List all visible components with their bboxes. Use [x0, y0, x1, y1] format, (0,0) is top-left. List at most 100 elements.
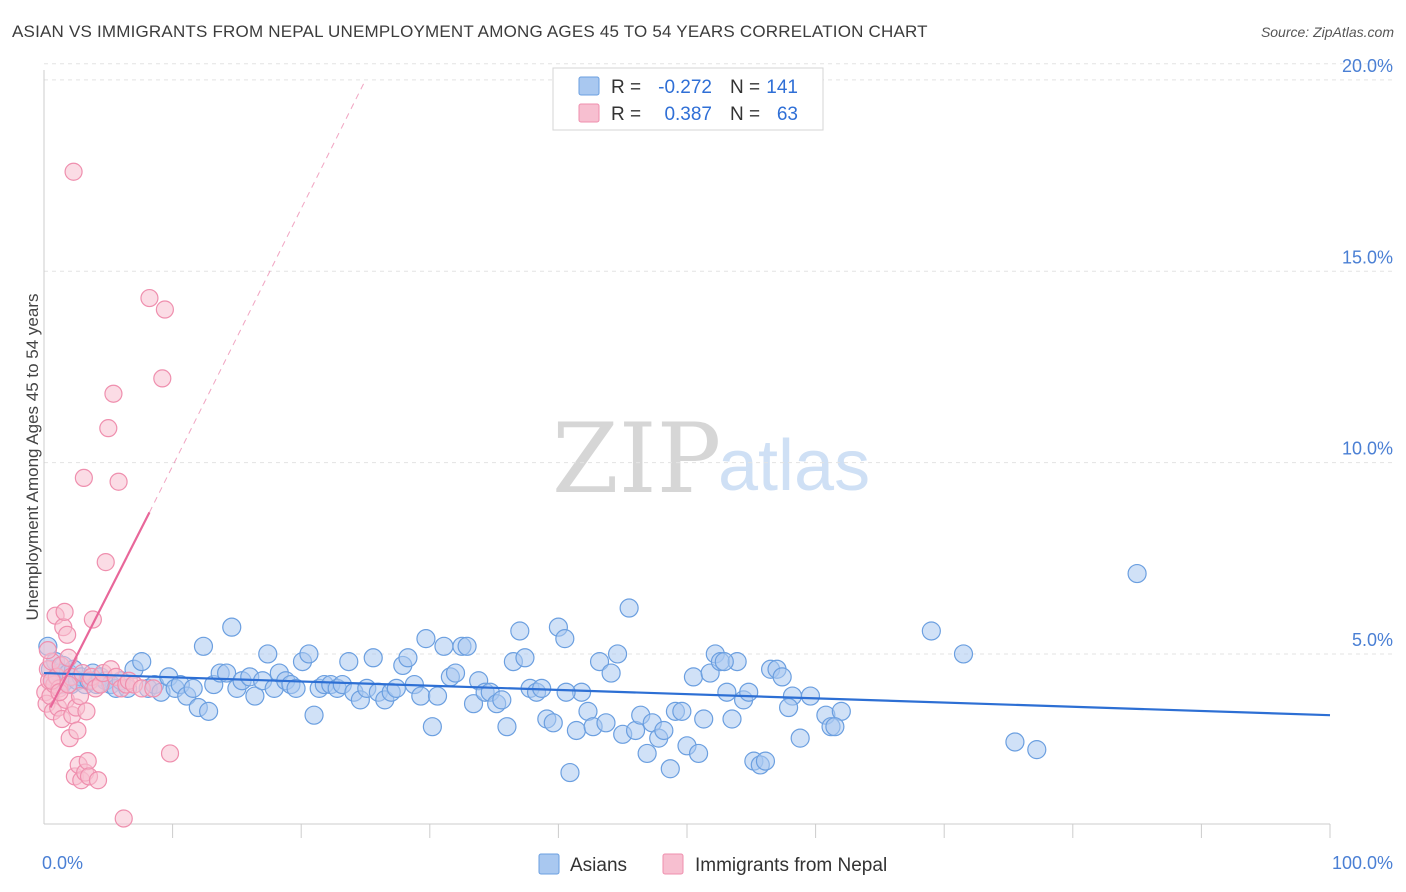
bottom-legend-swatch-nepal — [662, 853, 684, 875]
point-asians — [510, 621, 530, 641]
legend-r-value-asians: -0.272 — [658, 77, 712, 98]
point-asians — [245, 686, 265, 706]
bottom-legend-swatch-asians — [538, 853, 560, 875]
point-asians — [416, 629, 436, 649]
series-asians — [38, 563, 1147, 783]
point-nepal — [99, 419, 118, 438]
point-asians — [183, 678, 203, 698]
watermark-atlas: atlas — [718, 426, 870, 506]
point-asians — [445, 663, 466, 683]
point-asians — [688, 743, 709, 764]
point-asians — [953, 644, 974, 664]
point-asians — [790, 728, 810, 748]
point-asians — [714, 652, 734, 672]
point-asians — [217, 663, 237, 683]
y-tick-label: 15.0% — [1342, 247, 1393, 267]
legend-r-label-nepal: R = — [611, 104, 641, 125]
point-asians — [607, 644, 628, 664]
point-asians — [434, 636, 454, 656]
point-nepal — [109, 472, 128, 491]
point-asians — [722, 709, 742, 729]
point-asians — [386, 678, 406, 698]
point-asians — [258, 644, 278, 664]
point-asians — [422, 717, 442, 737]
legend-r-value-nepal: 0.387 — [664, 104, 712, 125]
chart-title: ASIAN VS IMMIGRANTS FROM NEPAL UNEMPLOYM… — [12, 22, 928, 41]
trend-line-nepal — [49, 511, 151, 709]
point-nepal — [140, 288, 159, 308]
point-asians — [637, 743, 657, 764]
point-asians — [654, 720, 674, 741]
point-asians — [199, 701, 219, 721]
trend-lines — [43, 79, 1331, 717]
point-asians — [304, 705, 324, 725]
watermark-zip: ZIP — [552, 403, 721, 515]
point-asians — [660, 759, 680, 779]
point-asians — [463, 694, 484, 714]
point-asians — [755, 751, 776, 771]
point-asians — [363, 648, 383, 668]
point-asians — [1127, 563, 1147, 584]
point-nepal — [58, 625, 77, 644]
point-nepal — [160, 744, 180, 763]
point-asians — [427, 686, 448, 706]
legend-n-label-nepal: N = — [730, 104, 760, 125]
point-nepal — [77, 702, 96, 721]
x-tick-labels: 0.0% 100.0% — [42, 853, 1393, 873]
series-nepal — [36, 162, 180, 828]
point-asians — [601, 663, 621, 683]
point-asians — [589, 652, 610, 672]
point-asians — [739, 682, 759, 702]
point-asians — [515, 648, 535, 668]
y-tick-label: 20.0% — [1342, 56, 1393, 76]
trend-line-asians — [43, 671, 1331, 717]
legend: R = -0.272 N = 141 R = 0.387 N = 63 — [552, 67, 824, 131]
point-nepal — [155, 300, 174, 319]
point-asians — [1027, 740, 1047, 760]
point-asians — [778, 697, 799, 718]
point-asians — [222, 617, 242, 637]
y-axis-label: Unemployment Among Ages 45 to 54 years — [23, 294, 42, 621]
legend-swatch-asians — [578, 76, 600, 96]
point-asians — [193, 636, 214, 656]
point-asians — [339, 652, 359, 672]
y-tick-label: 10.0% — [1342, 439, 1393, 459]
point-asians — [411, 686, 431, 706]
point-asians — [619, 598, 639, 618]
chart-source: Source: ZipAtlas.com — [1260, 24, 1394, 40]
point-asians — [717, 682, 737, 702]
point-nepal — [74, 468, 93, 488]
point-nepal — [78, 752, 97, 771]
point-asians — [543, 713, 563, 733]
legend-n-value-nepal: 63 — [777, 104, 798, 125]
point-asians — [800, 686, 821, 706]
point-asians — [132, 652, 152, 672]
point-nepal — [55, 602, 74, 621]
bottom-legend-label-asians: Asians — [570, 855, 627, 876]
point-asians — [1005, 732, 1025, 752]
point-asians — [921, 621, 941, 641]
point-asians — [825, 717, 845, 737]
point-nepal — [114, 809, 133, 828]
point-asians — [596, 713, 616, 733]
point-asians — [492, 690, 512, 710]
point-nepal — [68, 721, 87, 740]
point-asians — [772, 667, 792, 687]
point-asians — [672, 701, 692, 721]
point-nepal — [104, 384, 123, 403]
point-asians — [694, 709, 714, 729]
bottom-legend-label-nepal: Immigrants from Nepal — [695, 855, 887, 876]
x-tick-label-min: 0.0% — [42, 853, 83, 873]
legend-n-label-asians: N = — [730, 77, 760, 98]
point-asians — [299, 644, 319, 664]
point-asians — [566, 720, 587, 741]
x-tick-label-max: 100.0% — [1332, 853, 1393, 873]
point-asians — [555, 629, 575, 649]
bottom-legend: Asians Immigrants from Nepal — [538, 853, 887, 876]
point-asians — [497, 717, 517, 737]
legend-n-value-asians: 141 — [766, 77, 798, 98]
point-nepal — [96, 553, 115, 572]
point-asians — [683, 667, 704, 687]
point-nepal — [153, 369, 172, 388]
